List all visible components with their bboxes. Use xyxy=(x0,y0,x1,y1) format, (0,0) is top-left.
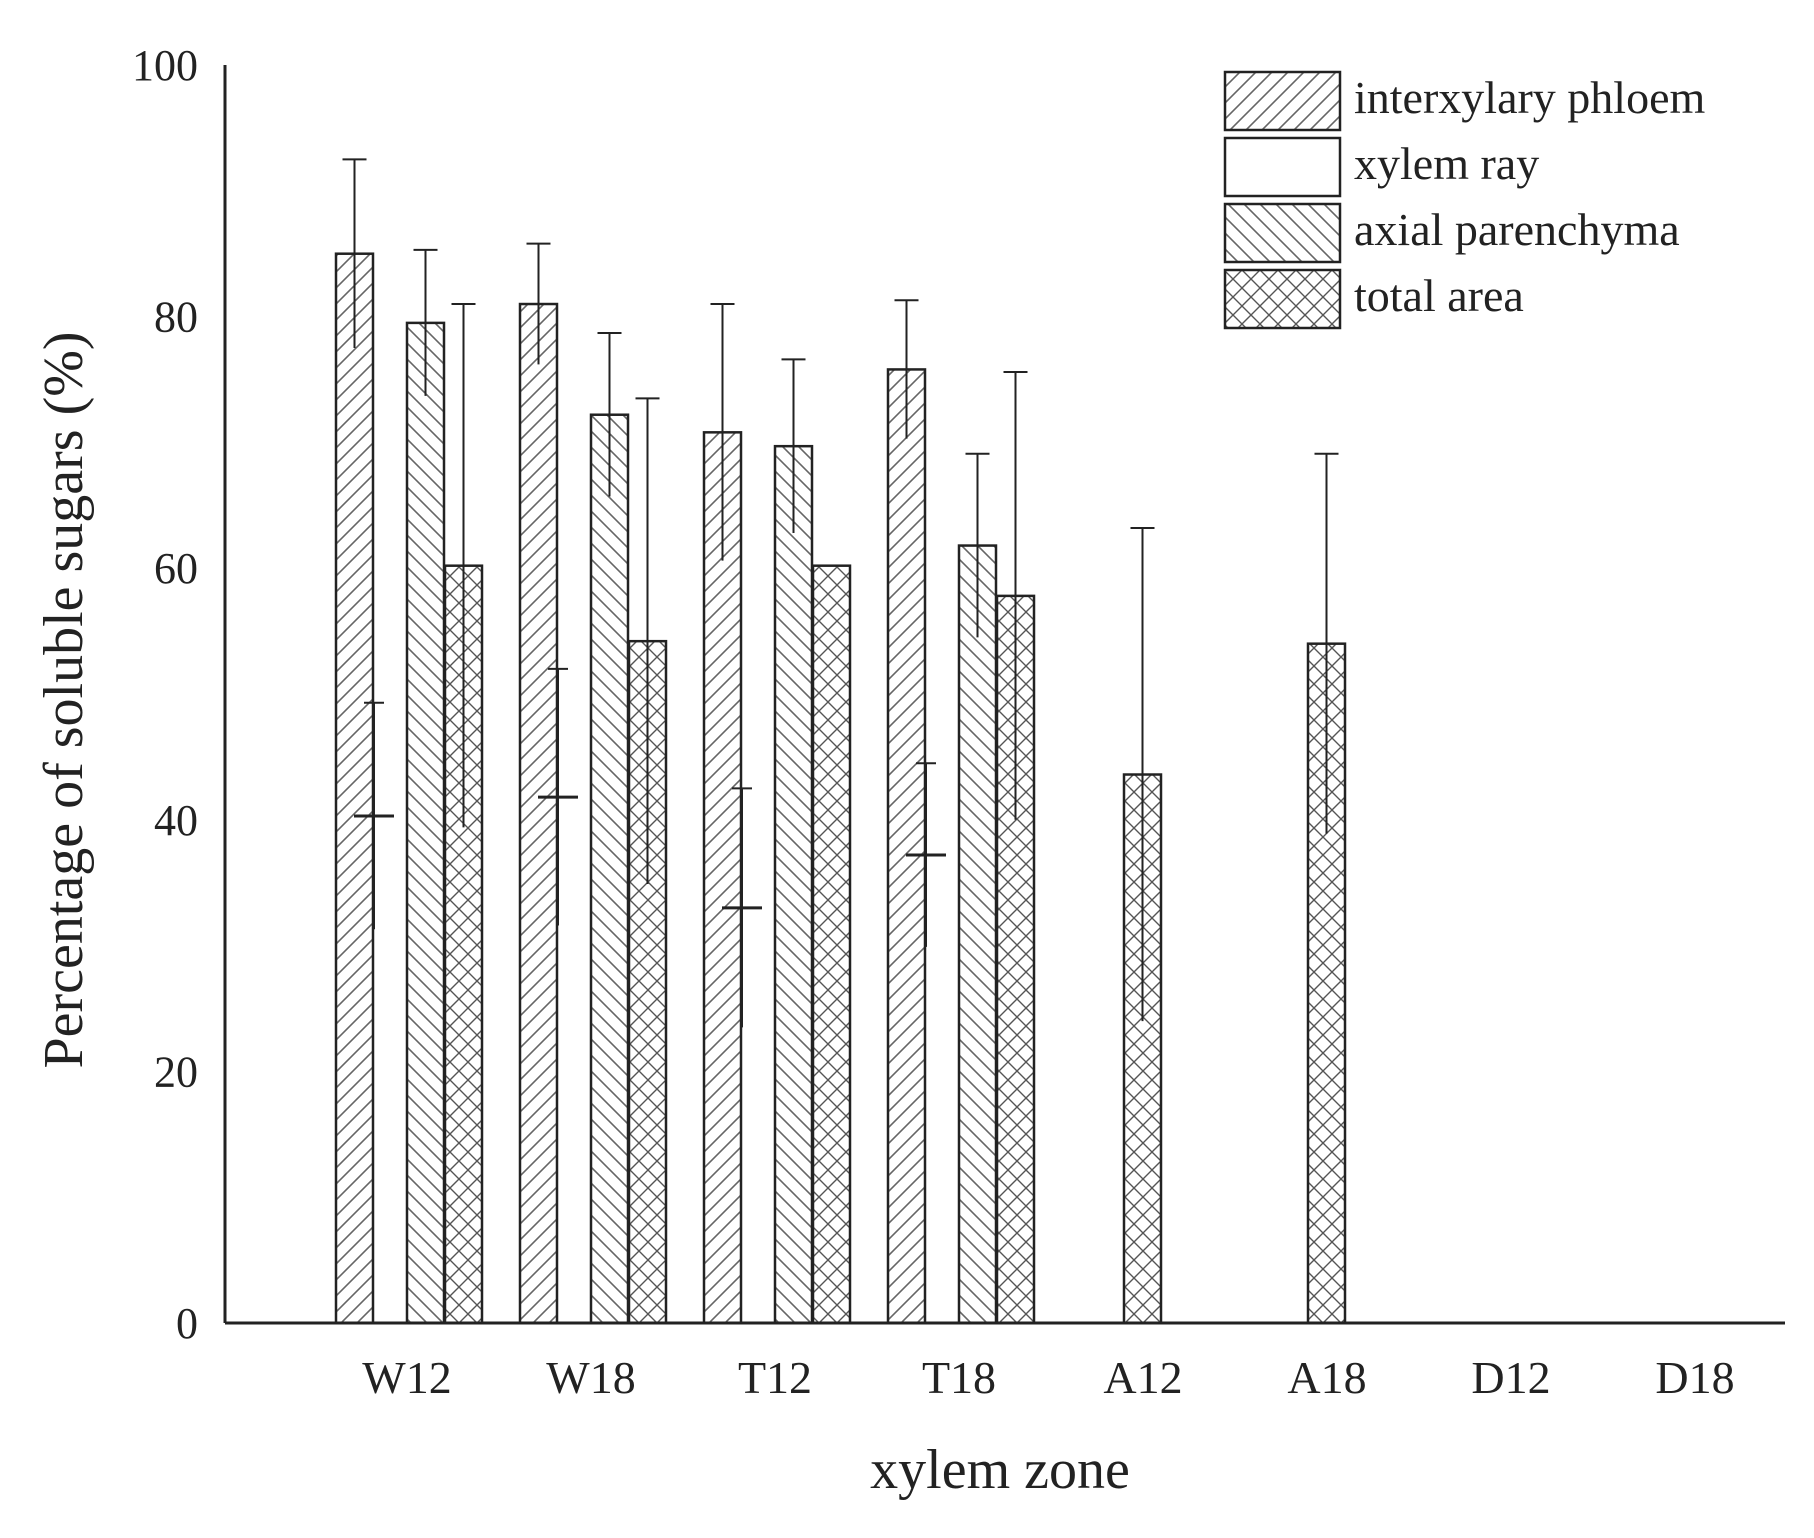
bar-axial-parenchyma xyxy=(405,321,446,1325)
legend-label: interxylary phloem xyxy=(1354,72,1706,123)
bars-layer xyxy=(334,158,1347,1325)
x-tick-label: W12 xyxy=(362,1352,451,1403)
legend-swatch xyxy=(1223,70,1342,132)
legend-swatch xyxy=(1223,268,1342,330)
bar-axial-parenchyma xyxy=(773,444,814,1325)
x-tick-label: A18 xyxy=(1287,1352,1366,1403)
bar-interxylary-phloem xyxy=(334,252,375,1325)
legend-label: axial parenchyma xyxy=(1354,204,1680,255)
x-tick-label: W18 xyxy=(546,1352,635,1403)
x-axis-title: xylem zone xyxy=(870,1439,1130,1501)
bar-interxylary-phloem xyxy=(518,302,559,1325)
y-tick-label: 0 xyxy=(176,1299,198,1348)
legend: interxylary phloem xylem ray axial parench… xyxy=(1223,70,1706,330)
x-tick-label: T18 xyxy=(922,1352,996,1403)
bar-total-area xyxy=(811,564,852,1325)
x-tick-label: D12 xyxy=(1471,1352,1550,1403)
y-axis-title: Percentage of soluble sugars (%) xyxy=(33,331,95,1068)
y-tick-label: 40 xyxy=(154,796,198,845)
bar-axial-parenchyma xyxy=(589,413,630,1325)
y-tick-label: 60 xyxy=(154,544,198,593)
legend-label: xylem ray xyxy=(1354,138,1539,189)
x-tick-label: D18 xyxy=(1655,1352,1734,1403)
y-tick-label: 100 xyxy=(132,41,198,90)
y-tick-label: 20 xyxy=(154,1047,198,1096)
legend-swatch xyxy=(1223,202,1342,264)
x-tick-label: A12 xyxy=(1103,1352,1182,1403)
y-tick-label: 80 xyxy=(154,293,198,342)
legend-label: total area xyxy=(1354,270,1524,321)
bar-axial-parenchyma xyxy=(957,544,998,1325)
axis-layer: 0 20 40 60 80 100 W12 W18 T12 T18 A12 A18 D12 D18 xyxy=(132,41,1785,1403)
x-tick-label: T12 xyxy=(738,1352,812,1403)
bar-interxylary-phloem xyxy=(702,431,743,1325)
legend-swatch xyxy=(1223,136,1342,198)
bar-interxylary-phloem xyxy=(886,368,927,1325)
